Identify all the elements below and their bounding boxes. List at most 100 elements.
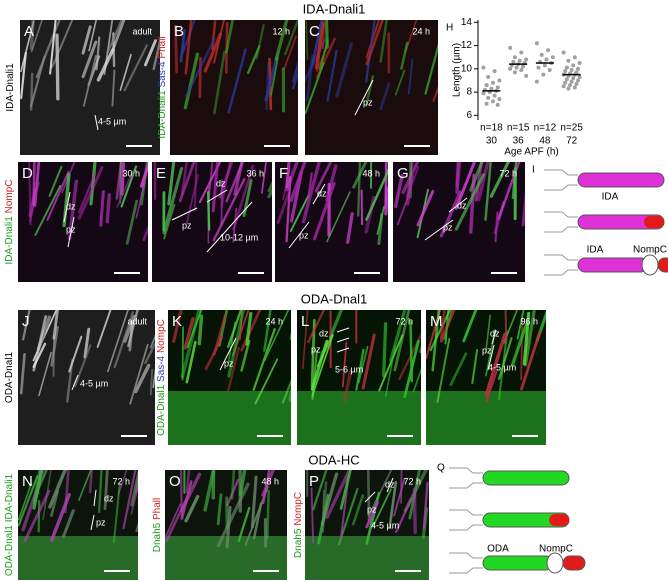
image-streak	[185, 173, 199, 225]
data-point	[486, 95, 491, 100]
image-streak	[213, 50, 226, 115]
annotation-line	[424, 219, 454, 241]
annotation-label: dz	[66, 201, 76, 211]
image-streak	[186, 310, 203, 348]
image-streak	[116, 171, 134, 208]
data-point	[512, 55, 517, 60]
image-streak	[135, 522, 138, 533]
axoneme	[577, 257, 649, 273]
data-point	[486, 74, 491, 79]
image-streak	[462, 310, 478, 343]
image-streak	[179, 29, 186, 63]
image-streak	[207, 162, 214, 205]
image-streak	[365, 168, 388, 221]
image-streak	[311, 334, 334, 397]
annotation-line	[336, 337, 350, 343]
image-streak	[484, 332, 507, 397]
image-panel	[152, 162, 272, 282]
image-streak	[406, 174, 414, 206]
image-streak	[117, 470, 128, 496]
axoneme	[482, 470, 570, 486]
panel-letter: O	[169, 473, 181, 490]
image-streak	[321, 20, 326, 50]
image-streak	[416, 189, 435, 227]
image-streak	[321, 481, 328, 533]
side-label-part: IDA-Dnali1	[4, 216, 15, 265]
image-streak	[238, 470, 243, 513]
n-label: n=12	[534, 123, 557, 134]
image-streak	[78, 470, 92, 501]
time-label: 36 h	[246, 168, 264, 178]
image-panel	[20, 20, 160, 155]
image-streak	[237, 506, 251, 543]
data-point	[490, 99, 495, 104]
data-point	[561, 84, 566, 89]
annotation-line	[206, 201, 253, 253]
image-streak	[315, 21, 325, 70]
image-streak	[326, 49, 338, 102]
image-streak	[291, 60, 298, 83]
image-streak	[522, 311, 531, 366]
image-streak	[365, 20, 380, 59]
annotation-line	[364, 491, 376, 503]
data-point	[519, 50, 524, 55]
annotation-line	[94, 114, 99, 131]
image-streak	[49, 20, 57, 75]
image-content	[393, 162, 525, 243]
image-streak	[211, 162, 220, 213]
side-label-part: NompC	[293, 492, 304, 529]
image-streak	[240, 339, 251, 372]
image-streak	[498, 336, 513, 380]
panel-letter: G	[397, 165, 409, 182]
image-streak	[449, 352, 468, 387]
image-panel	[18, 162, 148, 282]
image-streak	[312, 182, 336, 241]
image-streak	[206, 190, 211, 231]
side-label-part: Sas-4	[156, 355, 167, 384]
nompc-tip	[549, 514, 569, 526]
image-streak	[183, 317, 195, 350]
annotation-line	[206, 189, 228, 203]
panel-letter: E	[156, 165, 166, 182]
image-streak	[310, 487, 314, 544]
data-point	[514, 65, 519, 70]
annotation-label: pz	[482, 345, 492, 355]
data-point	[495, 102, 500, 107]
y-tick-label: 14	[461, 17, 473, 28]
image-streak	[409, 320, 414, 383]
data-point	[577, 61, 582, 66]
image-panel	[393, 162, 525, 282]
annotation-label: dz	[319, 328, 329, 338]
data-point	[517, 58, 522, 63]
y-tick-label: 8	[466, 87, 472, 98]
annotation-label: dz	[216, 178, 226, 188]
panel-letter: J	[22, 313, 30, 330]
image-streak	[29, 72, 34, 111]
image-streak	[384, 186, 388, 216]
diagram-label: ODA	[487, 544, 509, 555]
data-point	[576, 66, 581, 71]
side-label: IDA-Dnali1 NompC	[4, 179, 15, 264]
image-streak	[355, 348, 365, 391]
image-streak	[81, 25, 92, 55]
image-streak	[127, 310, 139, 348]
image-streak	[328, 310, 344, 339]
image-streak	[238, 470, 247, 497]
data-point	[495, 85, 500, 90]
image-streak	[38, 351, 52, 397]
image-streak	[32, 315, 48, 372]
image-streak	[521, 190, 525, 227]
data-point	[561, 50, 566, 55]
time-label: 72 h	[112, 476, 130, 486]
image-streak	[134, 363, 151, 394]
x-tick-label: 48	[539, 136, 551, 147]
data-point	[508, 66, 513, 71]
data-point	[566, 86, 571, 91]
image-content	[305, 20, 438, 115]
image-streak	[105, 193, 112, 224]
data-point	[572, 55, 577, 60]
image-streak	[97, 470, 103, 513]
image-content	[19, 310, 155, 405]
image-streak	[485, 370, 498, 403]
